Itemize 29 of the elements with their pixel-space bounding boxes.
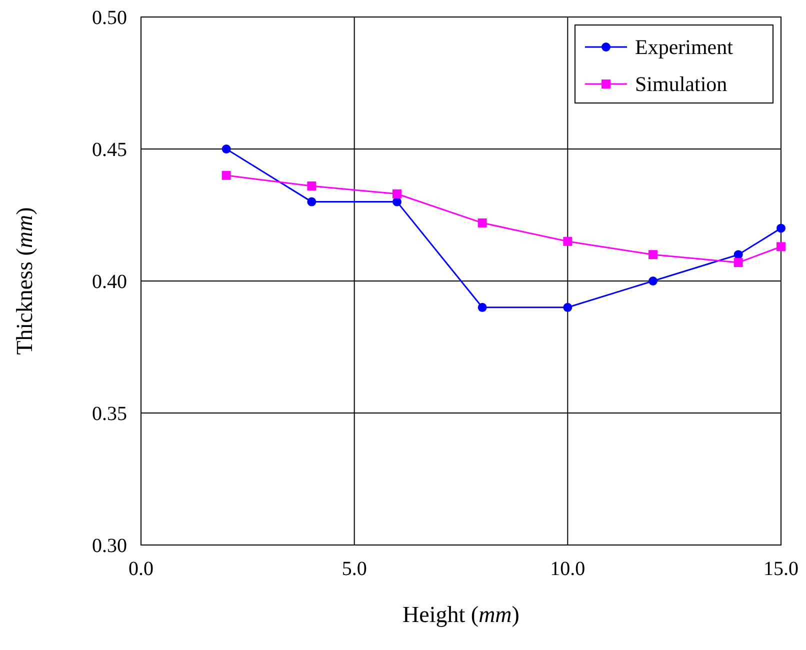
x-tick-label: 0.0	[128, 558, 154, 580]
point	[776, 242, 786, 252]
point	[648, 276, 658, 286]
point	[307, 181, 316, 190]
point	[648, 250, 658, 260]
y-tick-label: 0.30	[92, 535, 127, 557]
point	[392, 189, 402, 198]
y-tick-label: 0.40	[92, 271, 127, 293]
point	[734, 250, 743, 260]
y-axis-title: Thickness (mm)	[12, 207, 37, 355]
point	[563, 236, 572, 246]
y-tick-label: 0.45	[92, 139, 127, 161]
y-tick-label: 0.50	[92, 7, 127, 29]
point	[307, 197, 316, 206]
legend-label: Experiment	[635, 35, 734, 59]
x-axis-title: Height (mm)	[402, 602, 520, 627]
point	[478, 302, 487, 312]
point	[563, 302, 572, 312]
point	[734, 258, 743, 268]
point	[222, 144, 231, 154]
y-tick-label: 0.35	[92, 403, 127, 425]
point	[478, 218, 487, 228]
legend-label: Simulation	[635, 72, 728, 96]
point	[222, 170, 231, 180]
x-tick-label: 5.0	[342, 558, 367, 580]
point	[392, 197, 402, 206]
point	[776, 224, 786, 233]
x-tick-label: 10.0	[550, 558, 586, 580]
x-tick-label: 15.0	[764, 558, 798, 580]
